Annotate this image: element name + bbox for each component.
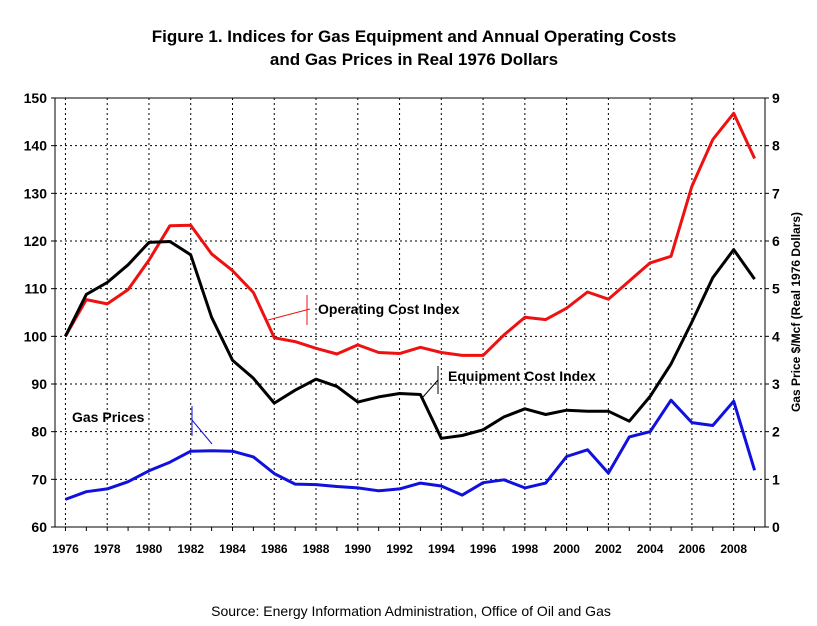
right-tick-label: 5 <box>772 281 780 297</box>
annotation-equipment-cost-label: Equipment Cost Index <box>448 368 596 384</box>
annotation-gas-prices: Gas Prices <box>72 406 213 445</box>
right-tick-label: 3 <box>772 376 780 392</box>
series-line-gas-prices <box>64 398 757 501</box>
chart-title-line-1: Figure 1. Indices for Gas Equipment and … <box>152 27 677 46</box>
left-tick-label: 140 <box>24 138 48 154</box>
left-tick-label: 80 <box>31 424 47 440</box>
right-tick-label: 1 <box>772 471 780 487</box>
x-tick-label: 2008 <box>720 542 747 556</box>
x-tick-label: 1990 <box>344 542 371 556</box>
annotation-leader-equipment <box>422 379 439 398</box>
right-tick-label: 8 <box>772 138 780 154</box>
left-tick-label: 110 <box>24 281 47 297</box>
x-tick-label: 1996 <box>470 542 497 556</box>
annotation-operating-cost: Operating Cost Index <box>267 295 460 325</box>
x-tick-label: 1998 <box>512 542 539 556</box>
x-tick-label: 1978 <box>94 542 121 556</box>
annotation-equipment-cost: Equipment Cost Index <box>422 366 596 398</box>
left-tick-label: 120 <box>24 233 48 249</box>
plot-frame <box>54 97 766 528</box>
annotation-leader-gas <box>191 419 213 445</box>
x-tick-label: 2000 <box>553 542 580 556</box>
left-tick-label: 70 <box>31 471 47 487</box>
x-tick-label: 2004 <box>637 542 664 556</box>
right-tick-label: 9 <box>772 90 780 106</box>
x-tick-label: 1986 <box>261 542 288 556</box>
annotation-leader-operating <box>267 308 311 321</box>
x-tick-label: 1994 <box>428 542 455 556</box>
series-layer <box>64 111 757 501</box>
annotation-operating-cost-label: Operating Cost Index <box>318 301 460 317</box>
x-tick-label: 1992 <box>386 542 413 556</box>
chart-title-line-2: and Gas Prices in Real 1976 Dollars <box>270 50 558 69</box>
right-tick-label: 6 <box>772 233 780 249</box>
right-axis-ticks: 0 1 2 3 4 5 6 7 8 9 <box>765 90 780 535</box>
x-tick-label: 1980 <box>136 542 163 556</box>
left-tick-label: 90 <box>31 376 47 392</box>
right-tick-label: 2 <box>772 424 780 440</box>
x-tick-label: 2002 <box>595 542 622 556</box>
x-tick-label: 1984 <box>219 542 246 556</box>
right-tick-label: 4 <box>772 328 780 344</box>
left-tick-label: 130 <box>24 185 48 201</box>
x-tick-label: 1982 <box>177 542 204 556</box>
left-axis-ticks: 60 70 80 90 100 110 120 130 140 150 <box>24 90 55 535</box>
x-tick-label: 1976 <box>52 542 79 556</box>
right-tick-label: 0 <box>772 519 780 535</box>
x-tick-label: 2006 <box>679 542 706 556</box>
x-axis-ticks: 1976 1978 1980 1982 1984 1986 1988 1990 1992 1994… <box>52 527 756 556</box>
series-line-operating-cost-index <box>64 111 756 357</box>
x-tick-label: 1988 <box>303 542 330 556</box>
left-tick-label: 60 <box>31 519 47 535</box>
left-tick-label: 150 <box>24 90 48 106</box>
series-line-equipment-cost-index <box>64 240 756 440</box>
right-axis-label: Gas Price $/Mcf (Real 1976 Dollars) <box>789 212 803 412</box>
source-note: Source: Energy Information Administratio… <box>211 603 611 619</box>
left-tick-label: 100 <box>24 328 48 344</box>
annotation-gas-prices-label: Gas Prices <box>72 409 145 425</box>
right-tick-label: 7 <box>772 185 780 201</box>
